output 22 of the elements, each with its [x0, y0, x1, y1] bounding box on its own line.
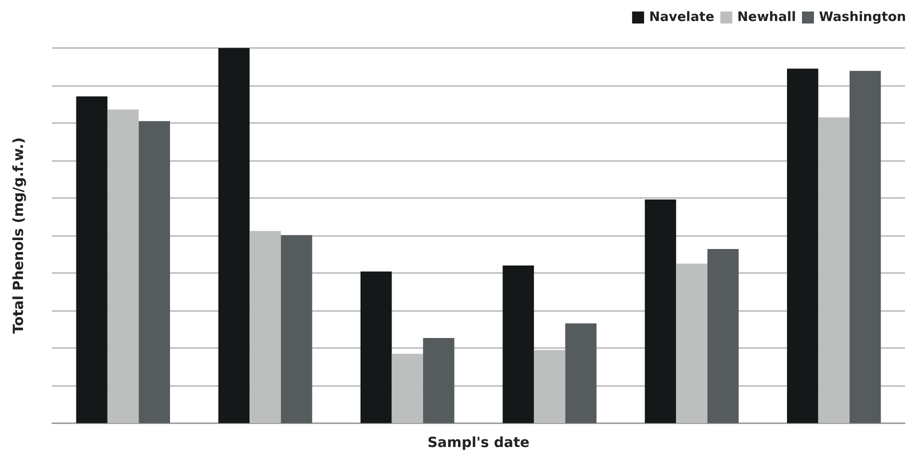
bar — [502, 266, 534, 424]
bar — [250, 231, 281, 424]
bar — [360, 272, 392, 424]
bar — [565, 323, 596, 424]
bar — [138, 121, 170, 424]
bar — [76, 96, 108, 424]
bar — [218, 48, 250, 424]
bar — [423, 338, 454, 424]
legend-label: Washington — [818, 10, 906, 25]
x-axis-title: Sampl's date — [427, 435, 530, 451]
legend-label: Newhall — [737, 10, 796, 25]
bar — [787, 68, 818, 424]
bar — [280, 235, 312, 424]
bar — [107, 110, 139, 424]
bar — [850, 70, 881, 424]
bar — [392, 354, 424, 424]
bar — [644, 200, 676, 424]
bar — [818, 117, 850, 424]
legend-label: Navelate — [649, 10, 714, 25]
bar — [707, 249, 739, 424]
y-axis-title: Total Phenols (mg/g.f.w.) — [11, 137, 27, 334]
bar — [676, 264, 708, 424]
